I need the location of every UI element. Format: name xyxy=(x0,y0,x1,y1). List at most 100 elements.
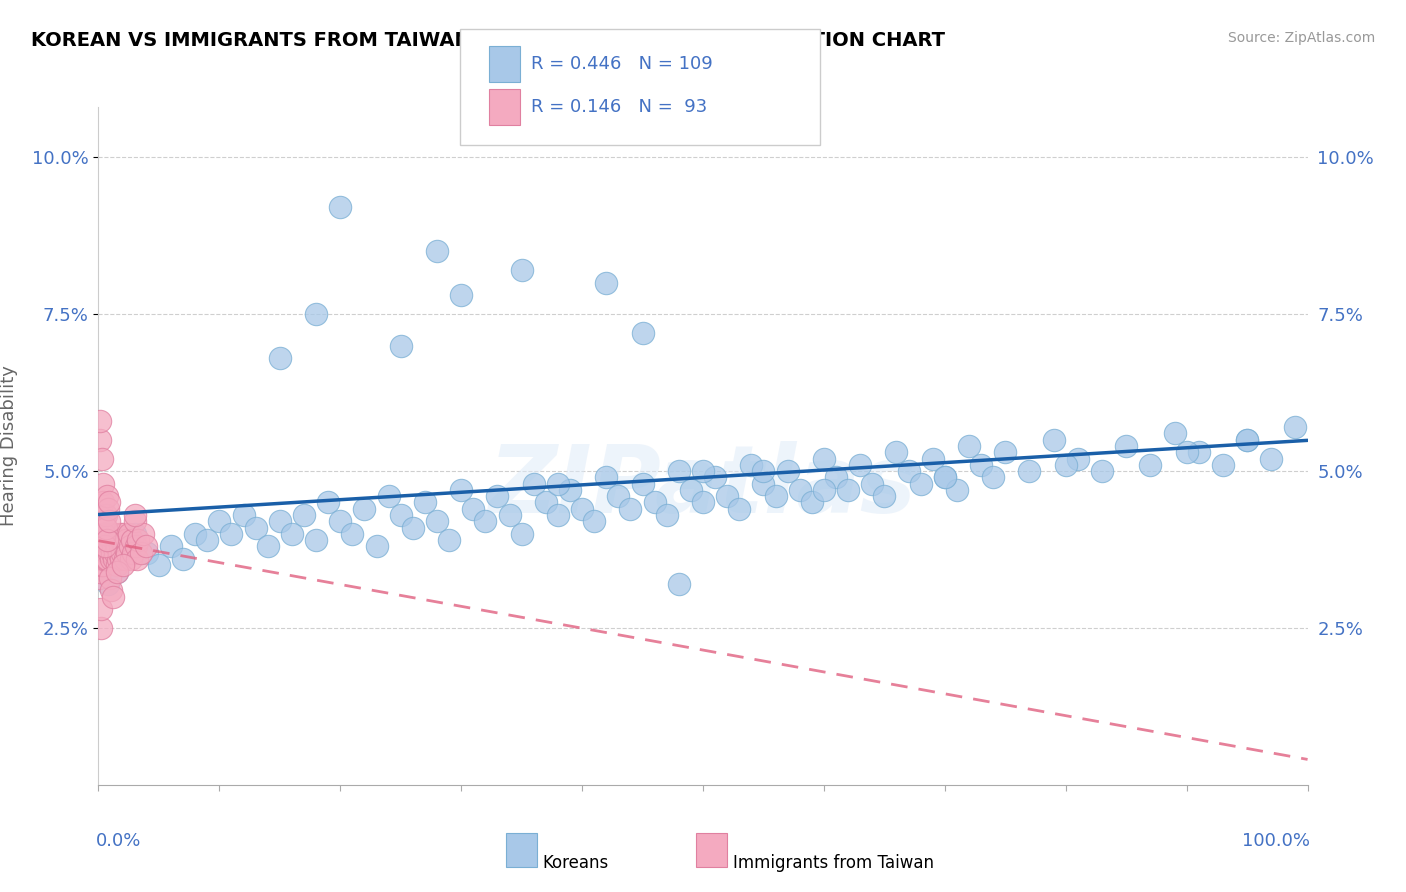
Point xyxy=(97,514,120,528)
Point xyxy=(402,520,425,534)
Point xyxy=(94,508,117,522)
Point xyxy=(93,527,115,541)
Point xyxy=(124,527,146,541)
Point xyxy=(105,565,128,579)
Point xyxy=(413,495,436,509)
Point xyxy=(118,540,141,554)
Point xyxy=(679,483,702,497)
Point xyxy=(91,540,114,554)
Point xyxy=(668,577,690,591)
Point xyxy=(329,514,352,528)
Point xyxy=(89,414,111,428)
Point xyxy=(118,527,141,541)
Point xyxy=(96,552,118,566)
Point xyxy=(934,470,956,484)
Point xyxy=(256,540,278,554)
Point xyxy=(269,514,291,528)
Point xyxy=(90,558,112,573)
Point xyxy=(692,464,714,478)
Point xyxy=(135,546,157,560)
Point xyxy=(91,451,114,466)
Point xyxy=(800,495,823,509)
Point xyxy=(89,552,111,566)
Point xyxy=(1091,464,1114,478)
Text: R = 0.146   N =  93: R = 0.146 N = 93 xyxy=(531,98,707,116)
Point xyxy=(97,501,120,516)
Point xyxy=(90,533,112,548)
Point xyxy=(704,470,727,484)
Point xyxy=(98,540,121,554)
Point xyxy=(111,552,134,566)
Point xyxy=(631,326,654,340)
Point xyxy=(93,527,115,541)
Point xyxy=(1018,464,1040,478)
Point xyxy=(886,445,908,459)
Point xyxy=(132,527,155,541)
Point xyxy=(96,489,118,503)
Point xyxy=(1042,433,1064,447)
Point xyxy=(96,540,118,554)
Point xyxy=(100,533,122,548)
Point xyxy=(1054,458,1077,472)
Point xyxy=(437,533,460,548)
Point xyxy=(305,533,328,548)
Point xyxy=(90,552,112,566)
Point xyxy=(105,540,128,554)
Point xyxy=(108,546,131,560)
Point xyxy=(619,501,641,516)
Point xyxy=(184,527,207,541)
Point xyxy=(97,533,120,548)
Point xyxy=(96,520,118,534)
Point xyxy=(104,546,127,560)
Point xyxy=(111,527,134,541)
Point xyxy=(981,470,1004,484)
Point xyxy=(269,351,291,365)
Point xyxy=(740,458,762,472)
Point xyxy=(94,540,117,554)
Point xyxy=(91,520,114,534)
Point xyxy=(366,540,388,554)
Point xyxy=(498,508,520,522)
Point xyxy=(342,527,364,541)
Point xyxy=(111,546,134,560)
Point xyxy=(232,508,254,522)
Point xyxy=(534,495,557,509)
Y-axis label: Hearing Disability: Hearing Disability xyxy=(0,366,18,526)
Point xyxy=(135,540,157,554)
Point xyxy=(547,476,569,491)
Point xyxy=(837,483,859,497)
Point xyxy=(121,533,143,548)
Point xyxy=(117,546,139,560)
Point xyxy=(104,527,127,541)
Point xyxy=(114,552,136,566)
Point xyxy=(101,527,124,541)
Point xyxy=(825,470,848,484)
Point xyxy=(668,464,690,478)
Point xyxy=(921,451,943,466)
Point xyxy=(752,464,775,478)
Point xyxy=(849,458,872,472)
Point xyxy=(595,470,617,484)
Point xyxy=(93,558,115,573)
Point xyxy=(305,307,328,321)
Point xyxy=(1236,433,1258,447)
Point xyxy=(450,483,472,497)
Point xyxy=(1260,451,1282,466)
Point xyxy=(860,476,883,491)
Point xyxy=(98,495,121,509)
Point xyxy=(329,201,352,215)
Point xyxy=(316,495,339,509)
Point xyxy=(105,565,128,579)
Point xyxy=(107,552,129,566)
Point xyxy=(94,552,117,566)
Point xyxy=(353,501,375,516)
Point xyxy=(90,621,112,635)
Point xyxy=(115,533,138,548)
Point xyxy=(463,501,485,516)
Point xyxy=(93,514,115,528)
Point xyxy=(100,546,122,560)
Point xyxy=(789,483,811,497)
Text: 0.0%: 0.0% xyxy=(96,832,142,850)
Point xyxy=(111,558,134,573)
Point xyxy=(112,540,135,554)
